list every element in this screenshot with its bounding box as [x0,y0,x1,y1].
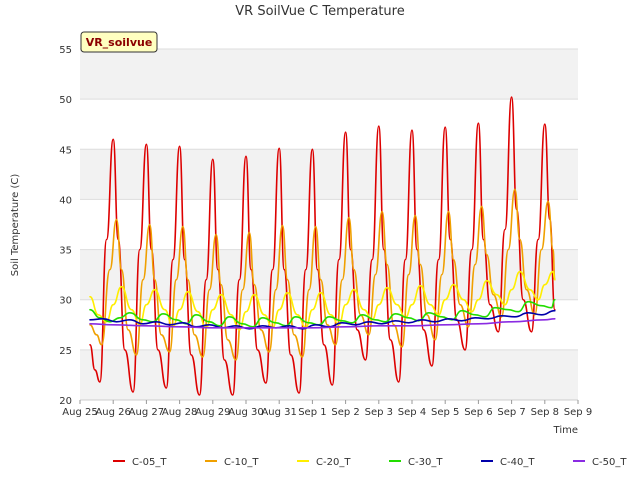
legend-label: C-20_T [316,457,351,468]
series-lines [89,96,556,396]
y-axis-ticks: 20 25 30 35 40 45 50 55 [59,45,72,407]
x-tick-label: Sep 9 [564,407,592,418]
series-line-c-10-t [89,188,556,361]
x-tick-label: Sep 8 [531,407,559,418]
site-label: VR_soilvue [86,36,153,49]
y-tick-label: 35 [59,246,72,257]
legend-label: C-50_T [592,457,627,468]
x-tick-label: Aug 29 [195,407,230,418]
series-line-c-50-t [89,318,556,329]
x-tick-label: Aug 25 [62,407,97,418]
x-tick-label: Sep 5 [431,407,459,418]
plot-band [80,149,578,200]
chart-title: VR SoilVue C Temperature [235,4,404,19]
legend-label: C-05_T [132,457,167,468]
x-tick-label: Aug 27 [129,407,164,418]
plot-band [80,249,578,300]
x-tick-label: Sep 7 [497,407,525,418]
series-line-c-30-t [89,298,556,328]
series-line-c-20-t [89,270,556,331]
x-tick-label: Aug 31 [261,407,296,418]
x-tick-label: Sep 1 [298,407,326,418]
x-tick-label: Sep 6 [464,407,492,418]
y-tick-label: 25 [59,346,72,357]
y-tick-label: 50 [59,95,72,106]
x-axis-label: Time [553,425,578,436]
site-label-badge: VR_soilvue [80,31,158,53]
y-tick-label: 40 [59,195,72,206]
y-tick-label: 20 [59,396,72,407]
y-tick-label: 55 [59,45,72,56]
y-axis-label: Soil Temperature (C) [10,174,21,277]
plot-band [80,99,578,150]
legend-label: C-40_T [500,457,535,468]
x-tick-label: Sep 2 [331,407,359,418]
x-tick-label: Aug 26 [95,407,130,418]
x-tick-label: Sep 3 [365,407,393,418]
plot-band [80,199,578,250]
x-tick-label: Sep 4 [398,407,426,418]
y-tick-label: 30 [59,296,72,307]
plot-band [80,49,578,100]
x-tick-label: Aug 28 [162,407,197,418]
plot-background [80,49,578,400]
series-line-c-05-t [89,96,556,396]
legend-label: C-10_T [224,457,259,468]
x-tick-label: Aug 30 [228,407,263,418]
y-tick-label: 45 [59,145,72,156]
series-line-c-40-t [89,309,556,330]
legend: C-05_T C-10_T C-20_T C-30_T C-40_T C-50_T [113,457,627,468]
legend-label: C-30_T [408,457,443,468]
